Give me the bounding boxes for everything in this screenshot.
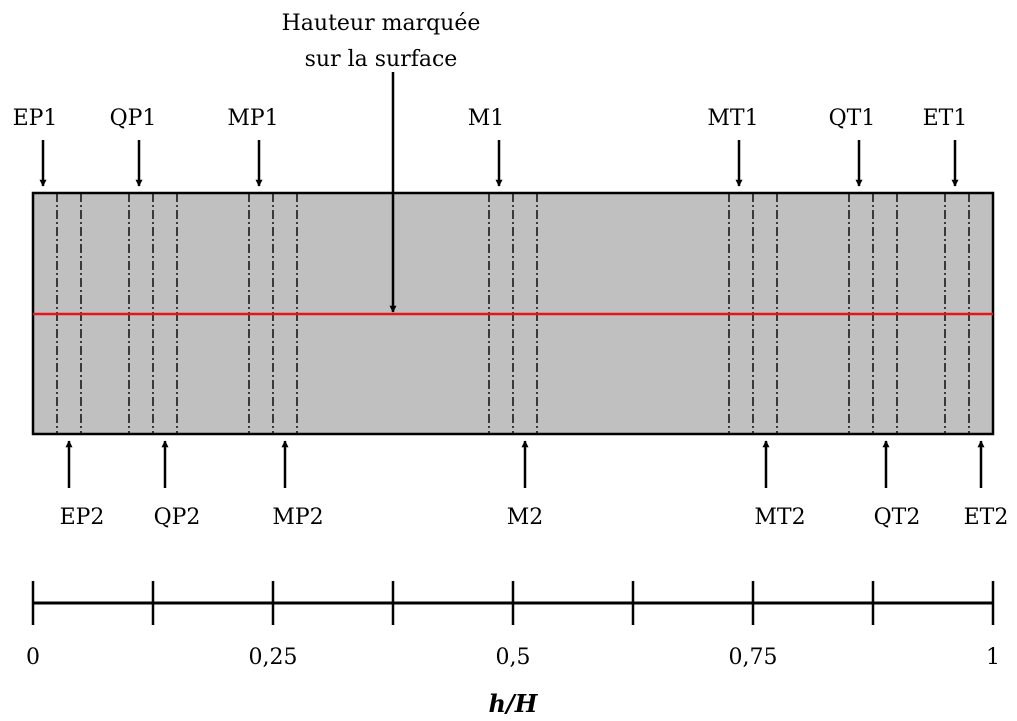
label-qp2: QP2: [154, 505, 201, 530]
axis-tick-label: 0,75: [729, 645, 778, 670]
label-qt2: QT2: [874, 505, 921, 530]
label-mt2: MT2: [754, 505, 805, 530]
annotation-line2: sur la surface: [305, 47, 458, 72]
label-qt1: QT1: [829, 106, 876, 131]
axis-tick-label: 0,25: [249, 645, 298, 670]
label-ep2: EP2: [60, 505, 105, 530]
label-et1: ET1: [923, 106, 968, 131]
annotation-line1: Hauteur marquée: [282, 11, 481, 36]
label-m2: M2: [507, 505, 544, 530]
axis-title: h/H: [489, 689, 539, 718]
axis-tick-label: 0: [26, 645, 40, 670]
h-over-H-axis: 0 0,25 0,5 0,75 1: [26, 581, 1000, 670]
top-arrows: [39, 140, 959, 187]
label-mt1: MT1: [707, 106, 758, 131]
bottom-arrows: [65, 440, 985, 488]
label-mp2: MP2: [272, 505, 323, 530]
label-m1: M1: [468, 106, 505, 131]
label-mp1: MP1: [227, 106, 278, 131]
axis-tick-label: 1: [986, 645, 1000, 670]
label-qp1: QP1: [110, 106, 157, 131]
label-ep1: EP1: [13, 106, 58, 131]
label-et2: ET2: [964, 505, 1009, 530]
axis-tick-label: 0,5: [496, 645, 531, 670]
